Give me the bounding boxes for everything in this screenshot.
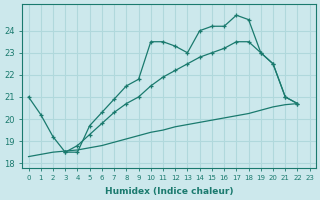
X-axis label: Humidex (Indice chaleur): Humidex (Indice chaleur)	[105, 187, 233, 196]
